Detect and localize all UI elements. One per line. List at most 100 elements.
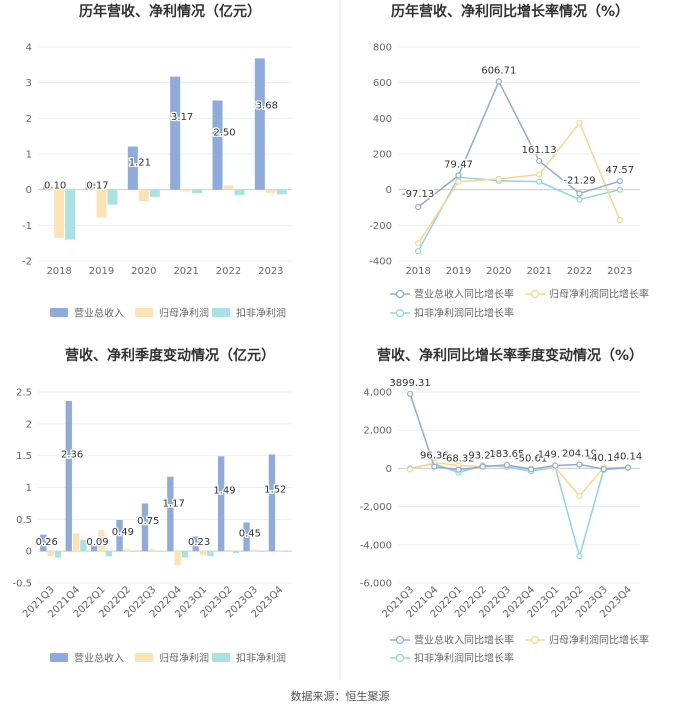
data-label: 0.45	[239, 529, 261, 540]
data-label: -50.61	[515, 453, 547, 464]
legend-label: 归母净利润	[159, 652, 209, 665]
data-point	[479, 463, 486, 470]
data-point	[576, 492, 583, 500]
data-point	[415, 248, 422, 255]
quarterly-growth-rate-chart: 营收、净利同比增长率季度变动情况（%） 4,000 2,000 0 -2,000 -4,0…	[360, 347, 649, 665]
data-point	[576, 119, 583, 126]
y-tick-label: 2	[26, 419, 32, 430]
y-tick-label: 600	[373, 78, 392, 89]
data-label: 0.26	[36, 537, 58, 548]
x-tick-label: 2020	[486, 266, 511, 277]
bar-扣非净利润	[192, 189, 203, 194]
x-tick-label: 2023	[607, 266, 632, 277]
legend-swatch	[50, 308, 68, 317]
data-label: 0.75	[137, 516, 159, 527]
bar-扣非净利润	[232, 551, 240, 554]
data-point	[455, 466, 462, 473]
y-tick-label: 3	[26, 78, 32, 89]
bar-营业总收入	[127, 146, 138, 190]
series-line-归母净利润同比增长率	[417, 121, 621, 244]
x-tick-label: 2021	[526, 266, 551, 277]
bar-扣非净利润	[156, 551, 163, 552]
data-label: 93.26	[468, 451, 497, 462]
data-point	[455, 178, 462, 185]
data-point	[616, 186, 623, 193]
legend-label: 归母净利润同比增长率	[549, 288, 649, 301]
bar-营业总收入	[170, 76, 181, 190]
data-point	[616, 178, 623, 185]
quarterly-revenue-profit-chart: 营收、净利季度变动情况（亿元）2.521.510.50-0.52021Q3202…	[12, 347, 292, 665]
legend-label: 营业总收入同比增长率	[414, 288, 514, 301]
chart-title: 历年营收、净利情况（亿元）	[79, 3, 261, 20]
legend-swatch-marker	[395, 653, 405, 663]
y-tick-label: -6,000	[360, 579, 392, 590]
data-point	[503, 461, 510, 468]
legend-label: 营业总收入	[74, 307, 124, 320]
bar-归母净利润	[96, 189, 107, 218]
bar-扣非净利润	[65, 189, 76, 240]
bar-归母净利润	[138, 189, 149, 202]
y-tick-label: -4,000	[360, 540, 392, 551]
y-tick-label: 2.5	[16, 388, 32, 399]
x-tick-label: 2019	[446, 266, 471, 277]
data-label: 0.49	[112, 527, 134, 538]
data-point	[536, 178, 543, 185]
bar-营业总收入	[141, 503, 149, 552]
y-tick-label: 0	[386, 464, 392, 475]
bar-扣非净利润	[149, 189, 160, 197]
bar-归母净利润	[223, 185, 234, 190]
legend-label: 营业总收入同比增长率	[414, 634, 514, 647]
legend-swatch	[212, 308, 230, 317]
legend-label: 归母净利润	[159, 307, 209, 320]
data-label: 0.17	[86, 181, 108, 192]
y-tick-label: -2	[22, 257, 32, 268]
data-label: 606.71	[481, 65, 516, 76]
data-label: 96.36	[420, 451, 449, 462]
data-label: 0.09	[86, 537, 108, 548]
bar-营业总收入	[212, 100, 223, 190]
bar-归母净利润	[54, 189, 65, 238]
series-line-扣非净利润同比增长率	[417, 176, 621, 252]
bar-归母净利润	[174, 551, 181, 566]
y-tick-label: -1	[22, 221, 32, 232]
legend-label: 扣非净利润	[236, 652, 286, 665]
bar-营业总收入	[85, 183, 96, 190]
bar-扣非净利润	[276, 189, 287, 195]
data-point	[415, 203, 422, 211]
data-label: -21.29	[563, 175, 595, 186]
bar-营业总收入	[192, 536, 199, 552]
data-label: -97.13	[402, 189, 434, 200]
data-point	[576, 196, 583, 203]
y-tick-label: 1	[26, 150, 32, 161]
data-label: 3.68	[256, 100, 278, 111]
chart-title: 营收、净利同比增长率季度变动情况（%）	[377, 347, 643, 364]
bar-营业总收入	[40, 534, 47, 552]
y-tick-label: 1	[26, 483, 32, 494]
data-point	[431, 463, 438, 470]
data-label: 0.10	[44, 181, 66, 192]
data-label: -40.16	[588, 453, 620, 464]
data-label: 0.23	[188, 537, 210, 548]
bar-归母净利润	[276, 551, 283, 552]
data-point	[624, 464, 632, 471]
bar-扣非净利润	[207, 551, 214, 557]
data-point	[495, 175, 502, 183]
y-tick-label: 800	[373, 43, 392, 54]
data-point	[600, 466, 607, 473]
y-tick-label: -400	[369, 257, 392, 268]
bar-归母净利润	[98, 530, 105, 552]
data-point	[576, 190, 583, 197]
bar-营业总收入	[43, 186, 54, 190]
y-tick-label: 4	[26, 43, 32, 54]
data-label: 1.49	[213, 486, 235, 497]
y-tick-label: 0	[26, 185, 32, 196]
y-tick-label: 0	[386, 185, 392, 196]
annual-revenue-profit-chart: 历年营收、净利情况（亿元） 4 3 2 1 0 -1 -2 2018 2019 2020 2021 20…	[22, 3, 292, 320]
y-tick-label: -0.5	[12, 579, 32, 590]
legend-label: 营业总收入	[74, 652, 124, 665]
y-tick-label: -2,000	[360, 502, 392, 513]
legend-swatch-marker	[530, 635, 540, 645]
bar-归母净利润	[47, 551, 54, 557]
bar-扣非净利润	[234, 189, 245, 196]
data-point	[407, 390, 414, 398]
